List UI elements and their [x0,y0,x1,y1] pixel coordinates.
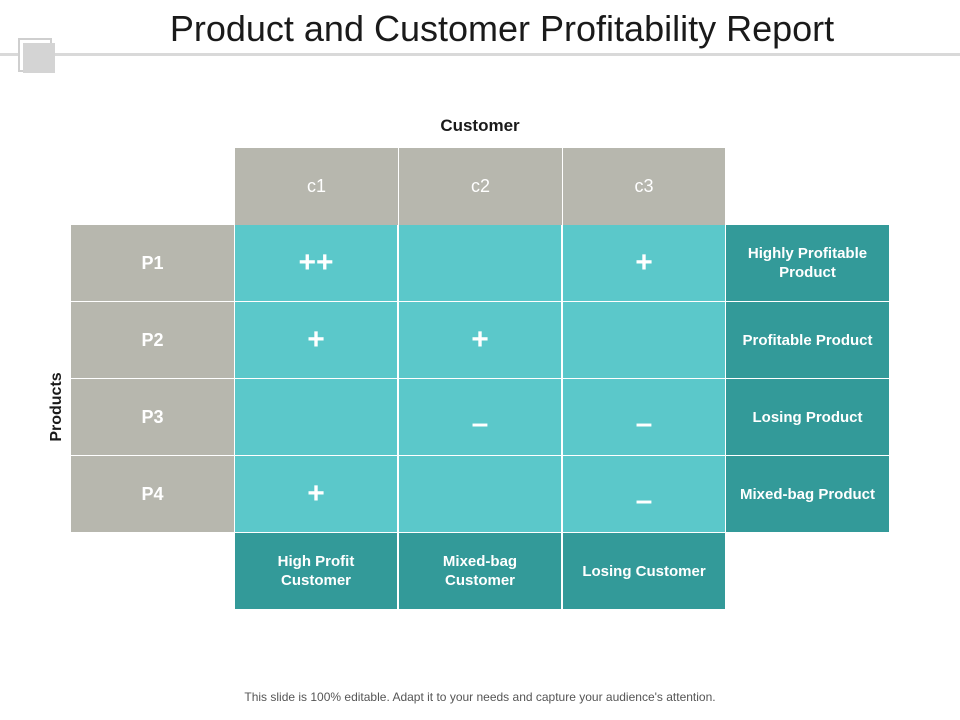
column-header-c2: c2 [398,148,562,225]
row-header-p3: P3 [71,379,234,455]
grid-cell-p2-c2: + [399,302,561,378]
grid-cell-p4-c3: – [563,456,725,532]
customer-axis-label: Customer [440,116,520,135]
grid-cell-p4-c1: + [235,456,397,532]
page-title: Product and Customer Profitability Repor… [169,8,835,49]
footer-note: This slide is 100% editable. Adapt it to… [244,690,716,704]
grid-cell-p4-c2 [399,456,561,532]
column-label-high-profit: High Profit Customer [235,533,397,609]
column-label-mixed-bag: Mixed-bag Customer [399,533,561,609]
row-header-p1: P1 [71,225,234,301]
row-label-highly-profitable: Highly Profitable Product [726,225,889,301]
row-header-p2: P2 [71,302,234,378]
row-label-mixed-bag: Mixed-bag Product [726,456,889,532]
grid-cell-p1-c1: ++ [235,225,397,301]
products-axis-label: Products [48,372,65,442]
grid-cell-p2-c3 [563,302,725,378]
column-label-losing: Losing Customer [563,533,725,609]
decorative-square-filled [23,43,55,73]
grid-cell-p2-c1: + [235,302,397,378]
row-label-losing: Losing Product [726,379,889,455]
grid-cell-p3-c2: – [399,379,561,455]
row-header-p4: P4 [71,456,234,532]
row-label-profitable: Profitable Product [726,302,889,378]
grid-cell-p1-c3: + [563,225,725,301]
column-header-c1: c1 [235,148,398,225]
grid-cell-p1-c2 [399,225,561,301]
grid-cell-p3-c3: – [563,379,725,455]
title-divider [0,53,960,56]
grid-cell-p3-c1 [235,379,397,455]
column-header-c3: c3 [562,148,725,225]
